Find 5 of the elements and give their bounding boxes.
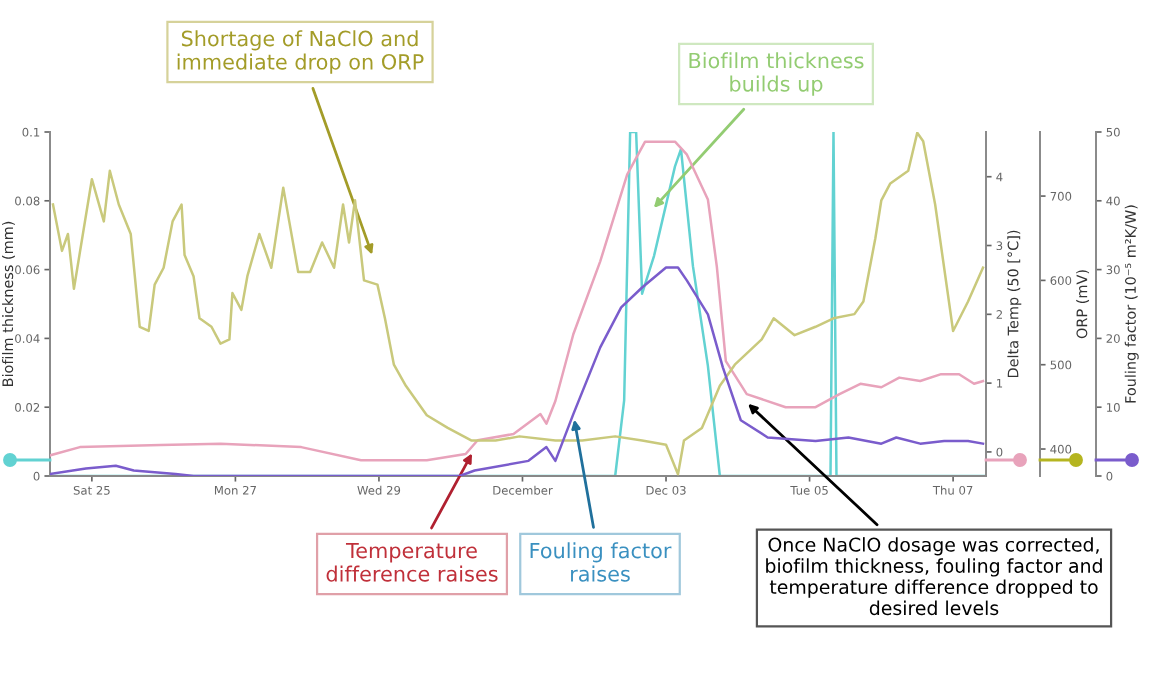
text: Once NaClO dosage was corrected, biofilm thickness, fouling factor and temperature difference dropped to desired levels — [766, 537, 1102, 616]
text: Shortage of NaClO and immediate drop on ORP — [177, 30, 424, 74]
annotation: Temperature difference raises — [326, 542, 498, 582]
annotation: Fouling factor raises — [530, 542, 672, 582]
text: Biofilm thickness builds up — [689, 52, 864, 96]
